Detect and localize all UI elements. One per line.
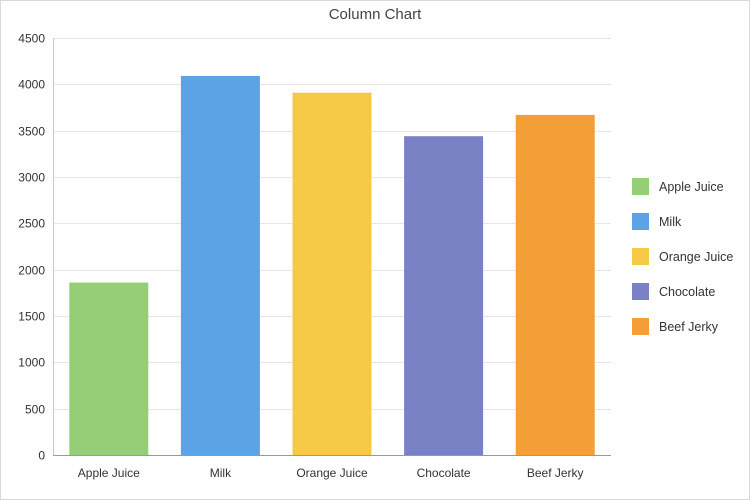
y-tick-label: 3500 <box>18 125 45 139</box>
legend-label[interactable]: Orange Juice <box>659 250 733 264</box>
y-tick-label: 1000 <box>18 356 45 370</box>
legend-swatch <box>632 318 649 335</box>
legend-label[interactable]: Chocolate <box>659 285 715 299</box>
y-tick-label: 2000 <box>18 264 45 278</box>
legend-swatch <box>632 248 649 265</box>
legend: Apple Juice Milk Orange Juice Chocolate Beef… <box>632 178 733 335</box>
y-tick-label: 3000 <box>18 171 45 185</box>
bar-milk[interactable] <box>180 76 260 455</box>
x-tick-label: Chocolate <box>417 466 471 480</box>
bars <box>69 76 595 456</box>
chart-title: Column Chart <box>329 6 422 23</box>
legend-label[interactable]: Milk <box>659 215 682 229</box>
y-tick-label: 0 <box>38 449 45 463</box>
legend-swatch <box>632 178 649 195</box>
legend-swatch <box>632 213 649 230</box>
y-tick-label: 4000 <box>18 78 45 92</box>
x-tick-label: Beef Jerky <box>527 466 584 480</box>
legend-label[interactable]: Apple Juice <box>659 180 724 194</box>
y-tick-label: 4500 <box>18 32 45 46</box>
x-tick-label: Apple Juice <box>78 466 140 480</box>
legend-label[interactable]: Beef Jerky <box>659 320 719 334</box>
y-tick-label: 2500 <box>18 217 45 231</box>
bar-orange-juice[interactable] <box>292 92 372 455</box>
legend-swatch <box>632 283 649 300</box>
bar-apple-juice[interactable] <box>69 282 149 455</box>
y-tick-label: 1500 <box>18 310 45 324</box>
x-tick-label: Orange Juice <box>296 466 368 480</box>
y-tick-label: 500 <box>25 403 45 417</box>
bar-beef-jerky[interactable] <box>515 114 595 456</box>
y-axis: 0 500 1000 1500 2000 2500 3000 3500 4000 4500 <box>18 32 611 463</box>
x-axis: Apple Juice Milk Orange Juice Chocolate Beef… <box>78 466 584 480</box>
x-tick-label: Milk <box>210 466 232 480</box>
bar-chocolate[interactable] <box>404 136 484 455</box>
